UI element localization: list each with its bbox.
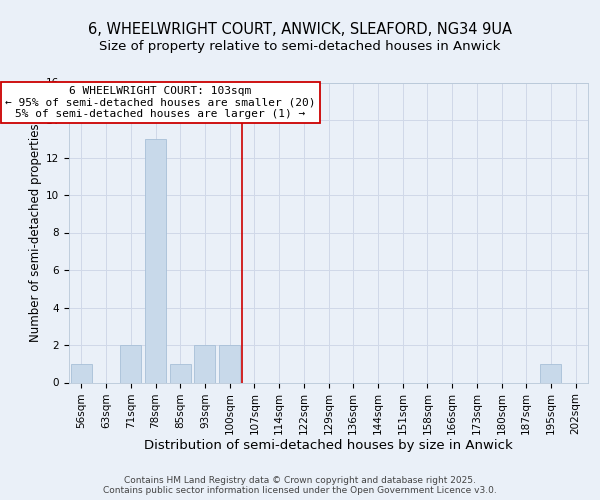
Y-axis label: Number of semi-detached properties: Number of semi-detached properties <box>29 123 42 342</box>
Bar <box>194 345 215 383</box>
Bar <box>71 364 92 382</box>
Bar <box>120 345 141 383</box>
Bar <box>219 345 240 383</box>
Bar <box>145 138 166 382</box>
Text: Contains HM Land Registry data © Crown copyright and database right 2025.
Contai: Contains HM Land Registry data © Crown c… <box>103 476 497 495</box>
Bar <box>170 364 191 382</box>
Text: Size of property relative to semi-detached houses in Anwick: Size of property relative to semi-detach… <box>100 40 500 53</box>
Bar <box>541 364 562 382</box>
Text: 6, WHEELWRIGHT COURT, ANWICK, SLEAFORD, NG34 9UA: 6, WHEELWRIGHT COURT, ANWICK, SLEAFORD, … <box>88 22 512 38</box>
Text: 6 WHEELWRIGHT COURT: 103sqm
← 95% of semi-detached houses are smaller (20)
5% of: 6 WHEELWRIGHT COURT: 103sqm ← 95% of sem… <box>5 86 316 120</box>
X-axis label: Distribution of semi-detached houses by size in Anwick: Distribution of semi-detached houses by … <box>144 438 513 452</box>
